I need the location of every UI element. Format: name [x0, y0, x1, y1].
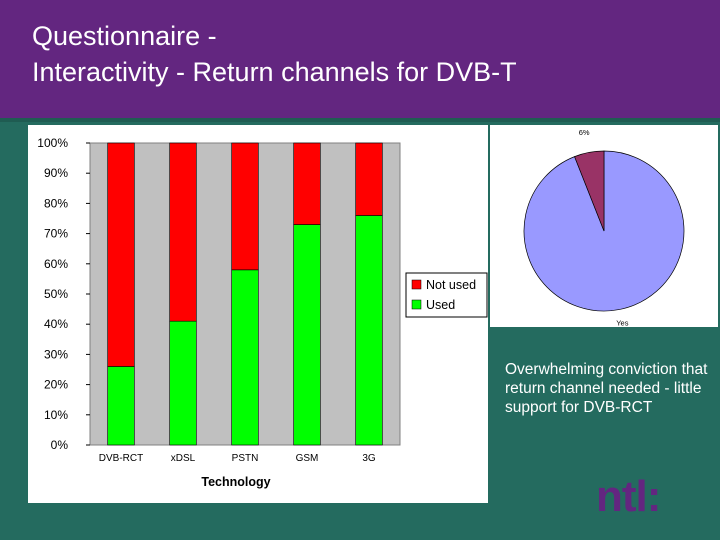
x-tick-label: GSM [296, 453, 319, 464]
pie-slice-no [574, 150, 605, 232]
slide-title-line-2: Interactivity - Return channels for DVB-… [32, 57, 517, 87]
y-tick-label: 50% [44, 287, 68, 301]
x-axis-title: Technology [201, 475, 270, 489]
slide-title: Questionnaire - Interactivity - Return c… [32, 18, 517, 90]
y-tick-label: 20% [44, 378, 68, 392]
y-tick-label: 30% [44, 347, 68, 361]
y-tick-label: 40% [44, 317, 68, 331]
bar-pstn-not-used [231, 142, 259, 271]
x-tick-label: 3G [362, 453, 376, 464]
slide-title-line-1: Questionnaire - [32, 21, 217, 51]
bar-3g-not-used [355, 142, 383, 216]
legend-swatch-used [411, 299, 422, 310]
legend-label-used: Used [426, 298, 455, 312]
caption-text: Overwhelming conviction that return chan… [505, 361, 708, 416]
bar-xdsl-used [169, 320, 197, 446]
x-tick-label: xDSL [171, 453, 196, 464]
x-tick-label: PSTN [232, 453, 259, 464]
y-tick-label: 100% [37, 136, 68, 150]
bar-xdsl-not-used [169, 142, 197, 322]
pie-label-yes: Yes [616, 318, 628, 327]
legend-label-not-used: Not used [426, 278, 476, 292]
stacked-bar-chart: 0% 10% 20% 30% 40% 50% 60% 70% 80% 90% 100% DVB-RC… [37, 136, 488, 489]
legend: Not used Used [405, 272, 488, 318]
bar-dvb-rct-not-used [107, 142, 135, 367]
pie-chart-panel: Yes94%No6% [490, 125, 718, 327]
pie-value-no: 6% [579, 128, 590, 137]
bar-gsm-not-used [293, 142, 321, 225]
legend-swatch-not-used [411, 279, 422, 290]
y-tick-label: 10% [44, 408, 68, 422]
x-tick-label: DVB-RCT [99, 453, 143, 464]
y-tick-label: 80% [44, 196, 68, 210]
bar-pstn-used [231, 269, 259, 446]
pie-label-no: No [579, 125, 589, 127]
y-tick-label: 60% [44, 257, 68, 271]
title-bar: Questionnaire - Interactivity - Return c… [0, 0, 720, 118]
pie-chart: Yes94%No6% [523, 125, 685, 327]
bar-chart-panel: 0% 10% 20% 30% 40% 50% 60% 70% 80% 90% 100% DVB-RC… [28, 125, 488, 503]
bar-3g-used [355, 215, 383, 446]
bar-dvb-rct-used [107, 366, 135, 446]
header-divider [0, 118, 720, 122]
bar-gsm-used [293, 224, 321, 446]
ntl-logo: ntl: [596, 472, 661, 521]
y-tick-label: 90% [44, 166, 68, 180]
y-tick-label: 70% [44, 227, 68, 241]
y-tick-label: 0% [51, 438, 69, 452]
